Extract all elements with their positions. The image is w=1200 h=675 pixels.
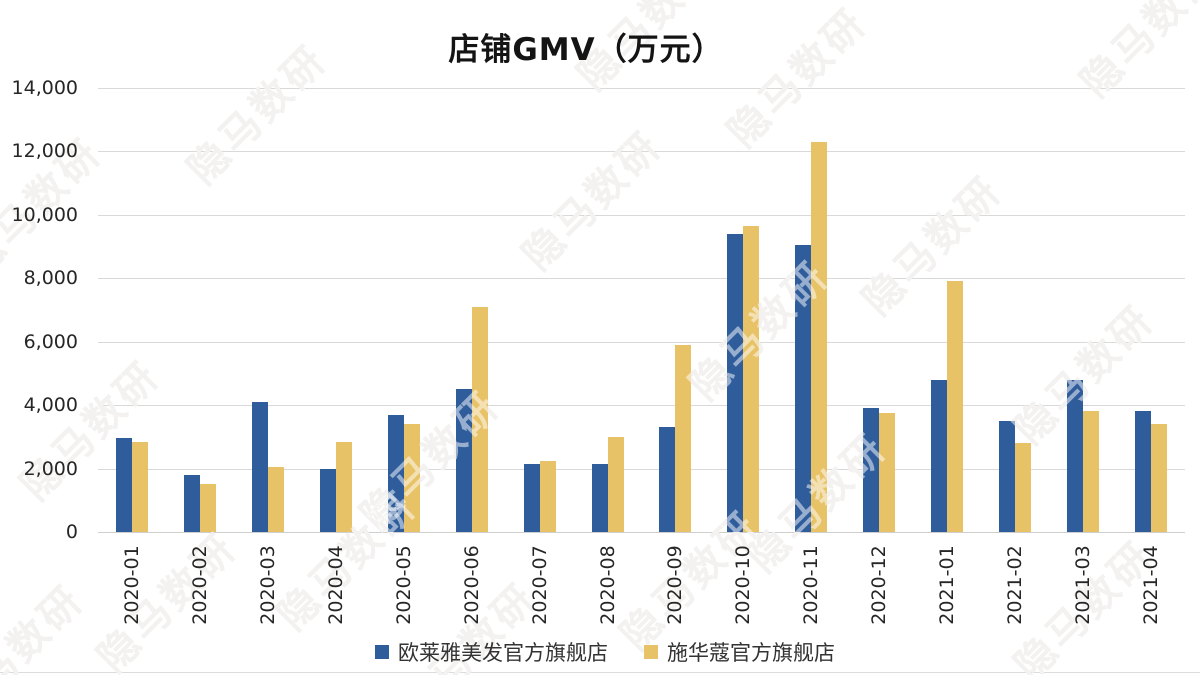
bar-2021-02-series0 [999,421,1015,532]
y-tick-label: 14,000 [11,77,78,99]
x-tick-label: 2021-02 [1004,545,1026,625]
legend-swatch-series1 [644,645,658,659]
bar-2020-04-series1 [336,442,352,532]
gridline [98,88,1185,89]
gridline [98,469,1185,470]
bar-2020-01-series1 [132,442,148,532]
bar-2020-05-series1 [404,424,420,532]
bar-2020-09-series0 [659,427,675,532]
bar-2021-03-series1 [1083,411,1099,532]
bar-2021-04-series0 [1135,411,1151,532]
bar-2020-07-series1 [540,461,556,532]
gridline [98,215,1185,216]
bar-2020-02-series0 [184,475,200,532]
x-tick-label: 2020-03 [257,545,279,625]
x-tick-label: 2020-09 [664,545,686,625]
x-tick-label: 2020-07 [529,545,551,625]
bar-2020-04-series0 [320,469,336,532]
y-tick-label: 0 [65,521,78,543]
x-tick-label: 2020-06 [461,545,483,625]
legend-label-series0: 欧莱雅美发官方旗舰店 [398,641,608,665]
bar-2020-01-series0 [116,438,132,532]
watermark-text: 隐马数研 [854,167,1012,325]
bar-2020-10-series1 [743,226,759,532]
y-tick-label: 2,000 [23,458,78,480]
x-tick-label: 2020-04 [325,545,347,625]
bar-2020-12-series0 [863,408,879,532]
bar-2020-02-series1 [200,484,216,532]
gridline [98,342,1185,343]
x-tick-label: 2021-03 [1072,545,1094,625]
legend-item-series0: 欧莱雅美发官方旗舰店 [375,637,608,667]
bar-2020-08-series1 [608,437,624,532]
bar-2020-12-series1 [879,413,895,532]
gridline [98,405,1185,406]
x-tick-label: 2020-08 [597,545,619,625]
y-tick-label: 8,000 [23,267,78,289]
gridline [98,278,1185,279]
x-tick-label: 2020-12 [868,545,890,625]
bar-2020-06-series1 [472,307,488,532]
legend-swatch-series0 [375,645,389,659]
x-tick-label: 2020-05 [393,545,415,625]
watermark-text: 隐马数研 [514,122,672,280]
legend: 欧莱雅美发官方旗舰店 施华蔻官方旗舰店 [0,637,1200,667]
legend-item-series1: 施华蔻官方旗舰店 [644,637,835,667]
bar-2020-11-series1 [811,142,827,532]
bar-2021-02-series1 [1015,443,1031,532]
gridline [98,151,1185,152]
x-tick-label: 2020-01 [121,545,143,625]
bar-2020-03-series1 [268,467,284,532]
y-tick-label: 12,000 [11,140,78,162]
y-tick-label: 10,000 [11,204,78,226]
x-tick-label: 2021-04 [1140,545,1162,625]
chart-title: 店铺GMV（万元） [448,32,724,68]
watermark-text: 隐马数研 [514,122,672,280]
x-axis-line [98,532,1185,533]
y-tick-label: 6,000 [23,331,78,353]
bar-2020-09-series1 [675,345,691,532]
watermark-text: 隐马数研 [854,167,1012,325]
bar-2020-03-series0 [252,402,268,532]
bar-2020-07-series0 [524,464,540,532]
bottom-divider [0,672,1200,673]
x-tick-label: 2020-11 [800,545,822,625]
bar-2021-03-series0 [1067,380,1083,532]
x-tick-label: 2020-02 [189,545,211,625]
x-tick-label: 2021-01 [936,545,958,625]
bar-2020-05-series0 [388,415,404,532]
legend-label-series1: 施华蔻官方旗舰店 [667,641,835,665]
bar-2020-10-series0 [727,234,743,532]
x-tick-label: 2020-10 [732,545,754,625]
bar-2021-04-series1 [1151,424,1167,532]
bar-2021-01-series1 [947,281,963,532]
bar-2020-08-series0 [592,464,608,532]
bar-2020-11-series0 [795,245,811,532]
bar-2021-01-series0 [931,380,947,532]
bar-2020-06-series0 [456,389,472,532]
y-tick-label: 4,000 [23,394,78,416]
